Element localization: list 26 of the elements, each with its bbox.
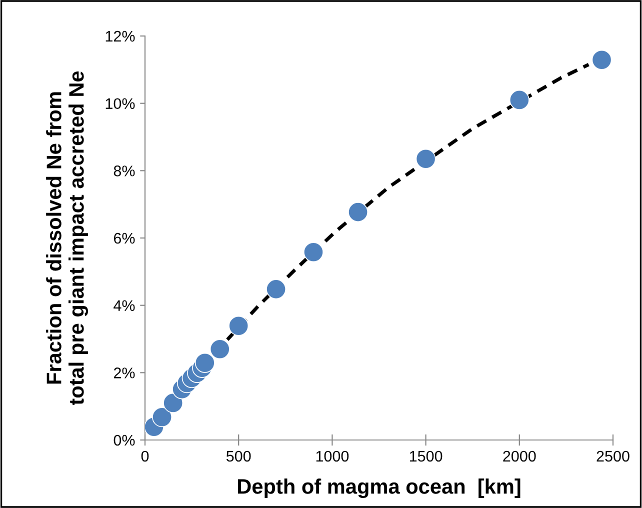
- y-tick-label: 2%: [114, 368, 135, 378]
- x-axis-title: Depth of magma ocean [km]: [238, 478, 520, 498]
- point: [303, 242, 324, 262]
- point: [592, 50, 612, 70]
- y-tick-label: 8%: [114, 166, 135, 176]
- x-tick-label: 1000: [316, 450, 349, 462]
- y-tick-label: 0%: [114, 434, 135, 446]
- point: [228, 316, 249, 336]
- y-axis-title: Fraction of dissolved Ne from total pre giant impact accreted Ne: [46, 71, 88, 406]
- x-tick-label: 2000: [503, 450, 536, 462]
- y-tick-label: 12%: [106, 30, 135, 42]
- y-tick-label: 4%: [114, 300, 135, 311]
- point: [266, 279, 286, 300]
- x-tick-label: 500: [226, 450, 251, 462]
- point: [194, 352, 215, 373]
- point: [509, 90, 530, 110]
- y-tick-label: 10%: [106, 98, 135, 110]
- point: [210, 339, 230, 360]
- point: [163, 392, 184, 413]
- point: [348, 202, 368, 222]
- x-tick-label: 1500: [410, 450, 442, 462]
- y-tick-label: 6%: [114, 232, 135, 244]
- x-tick-label: 0: [141, 450, 149, 462]
- point: [152, 407, 172, 428]
- x-tick-label: 2500: [596, 450, 630, 462]
- point: [416, 148, 436, 169]
